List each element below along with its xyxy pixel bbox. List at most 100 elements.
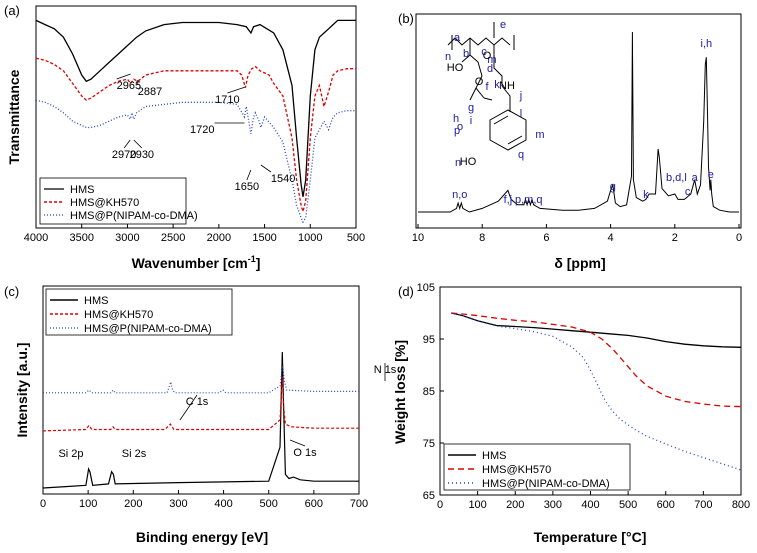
x-tick-label-c: 100	[79, 498, 97, 510]
x-ticks-c: 0 100 200 300 400 500 600 700	[40, 490, 368, 510]
structure-label: j	[519, 90, 522, 102]
x-axis-label-a: Wavenumber [cm-1]	[132, 254, 261, 271]
x-tick-label-c: 300	[169, 498, 187, 510]
structure-label: p	[454, 125, 460, 137]
y-axis-label-c: Intensity [a.u.]	[14, 343, 30, 438]
structure-label: k	[494, 79, 500, 91]
structure-label: n	[455, 157, 461, 169]
peak-label-b: g	[610, 181, 616, 193]
annotation-a: 2887	[138, 86, 162, 98]
annotation-arrow-a	[123, 139, 131, 149]
x-tick-label-b: 4	[608, 232, 614, 244]
x-tick-label-a: 3500	[69, 232, 93, 244]
panel-label-d: (d)	[398, 284, 414, 299]
structure-label: d	[487, 63, 493, 75]
plot-frame-b	[415, 13, 742, 229]
x-tick-label-d: 700	[694, 499, 712, 511]
series-c	[42, 351, 359, 489]
structure-label: e	[500, 19, 506, 31]
annotation-arrow-c	[179, 394, 198, 421]
panel-label-a: (a)	[4, 3, 20, 18]
x-tick-label-c: 700	[350, 498, 368, 510]
peak-label-b: p,m,q	[515, 194, 543, 206]
chart-a: (a) 4000 3500 3000 2500 2000 1500 1000 500 2965…	[4, 3, 365, 271]
legend-item-nipam-a: HMS@P(NIPAM-co-DMA)	[70, 210, 198, 222]
x-tick-label-d: 600	[657, 499, 675, 511]
x-tick-label-c: 600	[305, 498, 323, 510]
y-axis-label-d: Weight loss [%]	[392, 340, 408, 444]
series-a	[35, 19, 356, 224]
peak-label-b: i,h	[700, 38, 712, 50]
peak-label-b: a	[692, 172, 699, 184]
annotation-arrow-a	[260, 164, 272, 173]
x-tick-label-c: 500	[260, 498, 278, 510]
x-axis-label-c: Binding energy [eV]	[136, 529, 268, 545]
plot-frame-a	[35, 5, 357, 229]
x-tick-label-c: 400	[214, 498, 232, 510]
legend-item-hms-c: HMS	[84, 295, 108, 307]
annotation-c: O 1s	[293, 447, 317, 459]
plot-frame-c	[42, 285, 360, 495]
legend-item-hms-a: HMS	[70, 184, 94, 196]
peak-label-b: f,j	[504, 194, 513, 206]
chart-d: (d) 0 100 200 300 400 500 600 700 800 65 75 85 95 105…	[392, 282, 750, 545]
x-tick-label-d: 0	[437, 499, 443, 511]
y-axis-label-a: Transmittance	[6, 69, 22, 164]
peak-label-b: n,o	[452, 189, 467, 201]
x-tick-label-d: 100	[468, 499, 486, 511]
annotation-c: C 1s	[186, 396, 209, 408]
structure-label: m	[487, 54, 496, 66]
series-d	[451, 312, 742, 471]
y-tick-label-d: 65	[423, 490, 435, 502]
x-axis-label-b: δ [ppm]	[554, 255, 605, 271]
structure-label: b	[463, 48, 469, 60]
chemical-structure	[447, 22, 527, 151]
x-tick-label-b: 2	[672, 232, 678, 244]
peak-label-b: b,d,l	[666, 172, 687, 184]
y-tick-label-d: 105	[417, 282, 435, 294]
annotation-a: 1710	[215, 94, 239, 106]
legend-a: HMS HMS@KH570 HMS@P(NIPAM-co-DMA)	[39, 177, 198, 225]
annotation-a: 1720	[190, 124, 214, 136]
x-ticks-a: 4000 3500 3000 2500 2000 1500 1000 500	[24, 224, 365, 244]
structure-label: l	[520, 108, 522, 120]
structure-label: i	[470, 115, 472, 127]
annotation-c: Si 2p	[58, 448, 83, 460]
annotation-a: 2965	[117, 80, 141, 92]
structure-label: O	[475, 76, 484, 88]
structure-label: f	[485, 81, 489, 93]
series-line-c-0	[42, 351, 359, 489]
x-tick-label-d: 800	[732, 499, 750, 511]
x-tick-label-a: 500	[347, 232, 365, 244]
annotation-a: 1650	[235, 181, 259, 193]
y-tick-label-d: 95	[423, 334, 435, 346]
peak-label-b: k	[643, 189, 649, 201]
x-tick-label-a: 1000	[298, 232, 322, 244]
structure-label: n	[445, 51, 451, 63]
series-line-b-0	[418, 31, 739, 213]
y-tick-label-d: 85	[423, 386, 435, 398]
structure-label: q	[518, 149, 524, 161]
x-tick-label-c: 200	[124, 498, 142, 510]
x-tick-label-b: 10	[412, 232, 424, 244]
axis-ticks-d: 0 100 200 300 400 500 600 700 800 65 75 85 95 105	[417, 282, 751, 511]
x-tick-label-d: 500	[619, 499, 637, 511]
x-tick-label-a: 2500	[161, 232, 185, 244]
legend-d: HMS HMS@KH570 HMS@P(NIPAM-co-DMA)	[443, 443, 631, 491]
legend-item-nipam-d: HMS@P(NIPAM-co-DMA)	[482, 478, 610, 490]
legend-c: HMS HMS@KH570 HMS@P(NIPAM-co-DMA)	[45, 288, 233, 336]
legend-item-kh570-a: HMS@KH570	[70, 197, 139, 209]
x-tick-label-a: 2000	[207, 232, 231, 244]
structure-label: HO	[460, 156, 477, 168]
structure-label: o	[457, 121, 463, 133]
peak-label-b: e	[708, 169, 714, 181]
x-tick-label-a: 4000	[24, 232, 48, 244]
series-line-a-0	[35, 19, 356, 197]
series-b	[418, 31, 739, 213]
structure-label: h	[453, 113, 459, 125]
